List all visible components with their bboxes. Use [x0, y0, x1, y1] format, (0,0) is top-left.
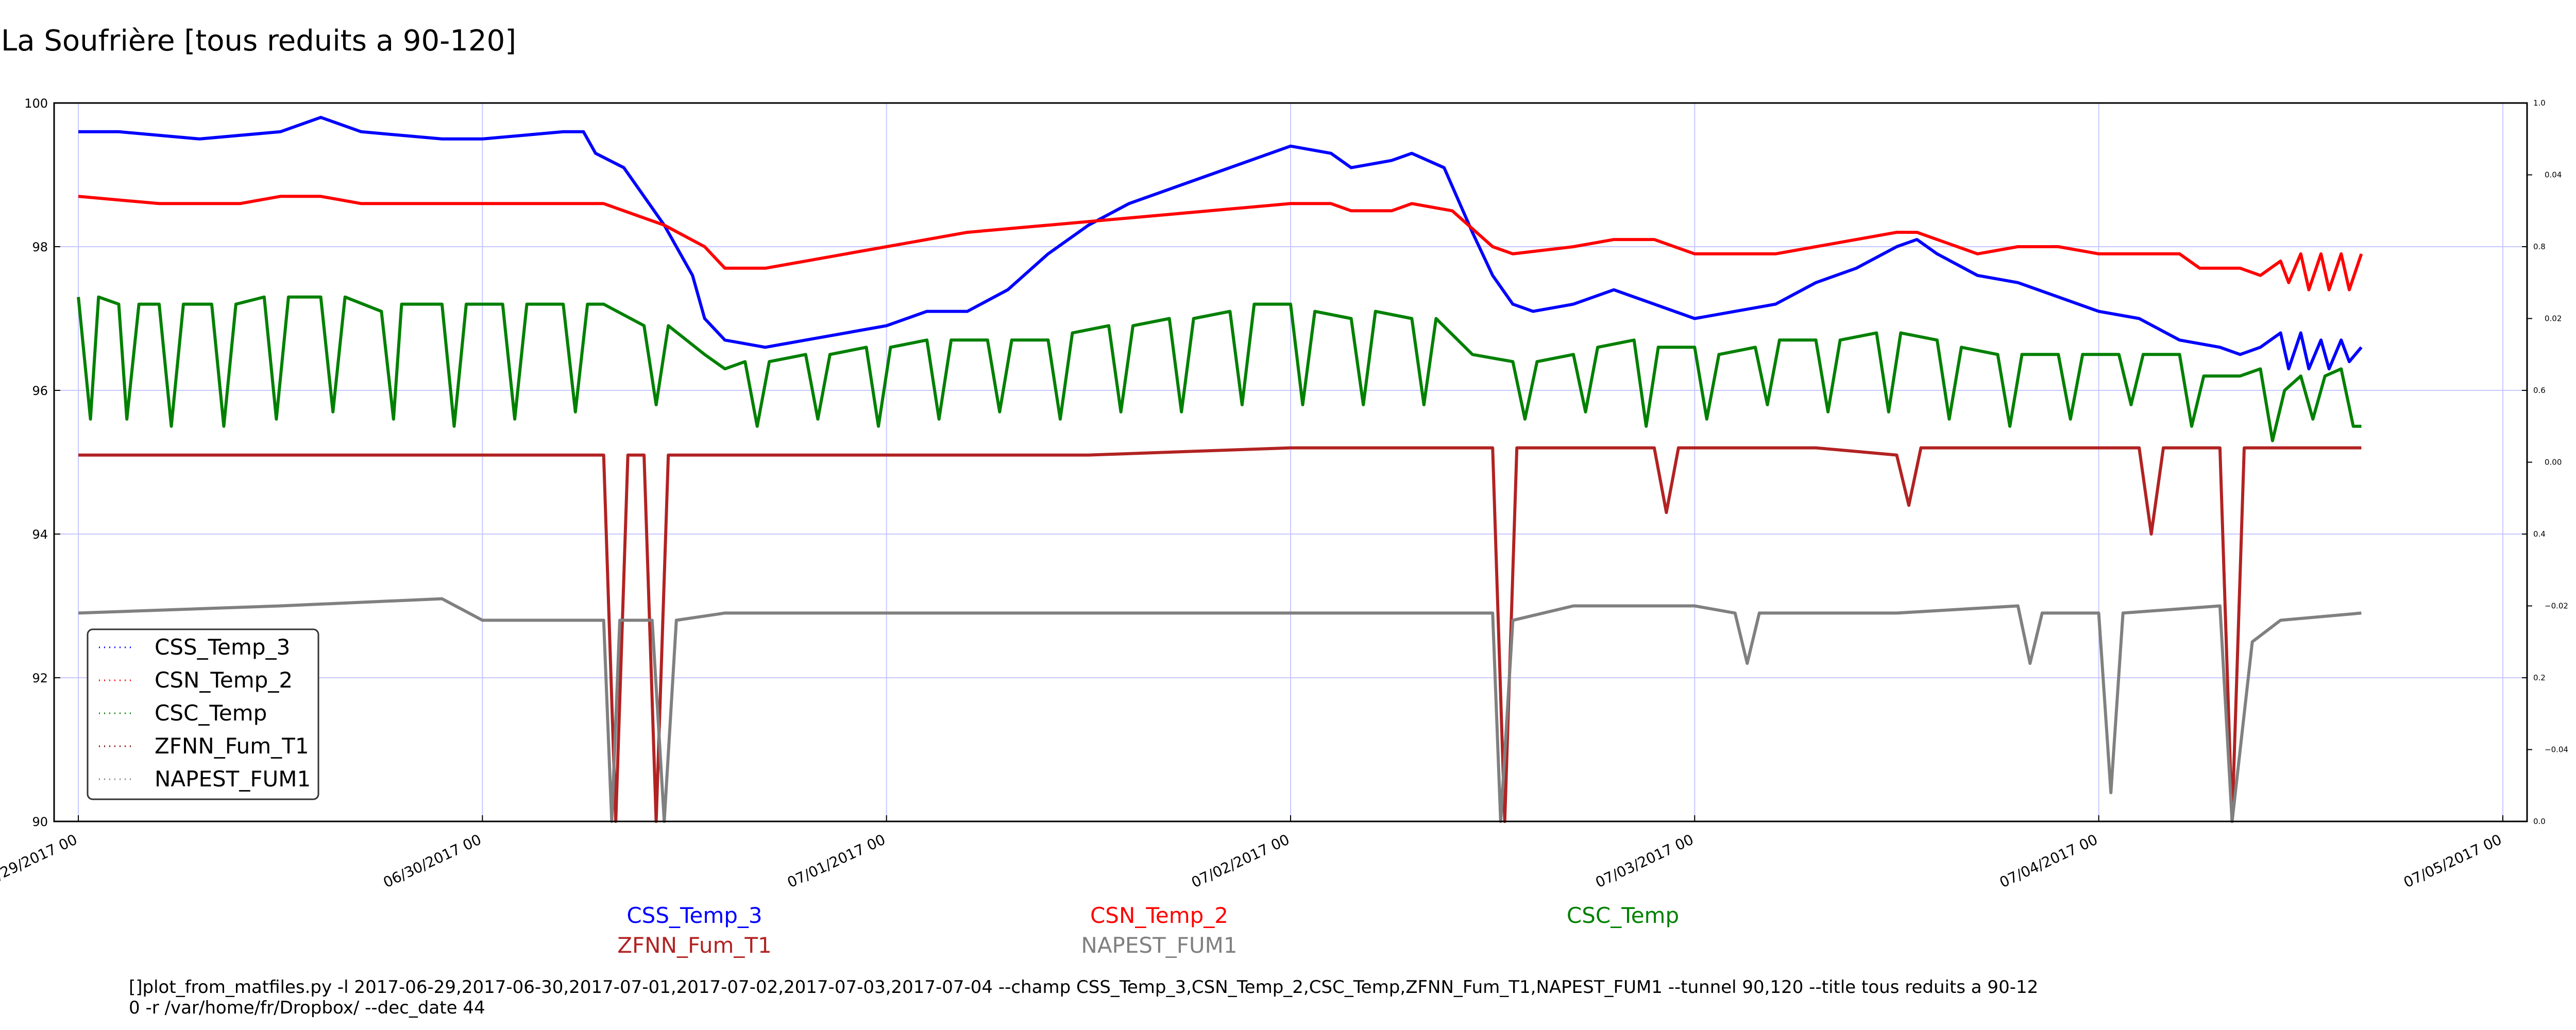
- y-tick-label: 92: [32, 671, 48, 685]
- series-line-napest-fum1: [78, 597, 2362, 823]
- right-tick-label: 1.0: [2533, 98, 2546, 108]
- label-css-temp-3: CSS_Temp_3: [626, 903, 762, 928]
- series-line-csc-temp: [77, 295, 2362, 442]
- right-tick-label: 0.4: [2533, 529, 2546, 539]
- legend-label-zfnn-fum-t1: ZFNN_Fum_T1: [155, 733, 309, 759]
- legend-label-csc-temp: CSC_Temp: [155, 700, 267, 726]
- right-inner-tick-label: 0.04: [2545, 170, 2562, 180]
- label-csn-temp-2: CSN_Temp_2: [1090, 903, 1228, 928]
- chart-title: La Soufrière [tous reduits a 90-120]: [1, 24, 516, 58]
- series-name-labels: CSS_Temp_3 CSN_Temp_2 CSC_Temp ZFNN_Fum_…: [617, 903, 1679, 958]
- right-tick-label: 0.0: [2533, 817, 2546, 826]
- series-line-css-temp-3: [78, 115, 2363, 371]
- legend: CSS_Temp_3 CSN_Temp_2 CSC_Temp ZFNN_Fum_…: [87, 628, 319, 800]
- series-line-zfnn-fum-t1: [78, 446, 2362, 823]
- series-lines: [77, 115, 2363, 823]
- right-inner-tick-label: 0.00: [2545, 458, 2562, 467]
- y-tick-label: 96: [32, 384, 48, 398]
- legend-entry-csn-temp-2: CSN_Temp_2: [99, 667, 293, 693]
- right-inner-tick-label: 0.02: [2545, 314, 2562, 323]
- legend-label-csn-temp-2: CSN_Temp_2: [155, 667, 293, 693]
- legend-label-css-temp-3: CSS_Temp_3: [155, 634, 290, 660]
- right-tick-label: 0.2: [2533, 673, 2546, 682]
- legend-entry-napest-fum1: NAPEST_FUM1: [99, 766, 311, 792]
- right-inner-tick-label: −0.04: [2545, 745, 2568, 754]
- right-tick-label: 0.8: [2533, 242, 2546, 251]
- legend-entry-css-temp-3: CSS_Temp_3: [99, 634, 290, 660]
- command-line-1: []plot_from_matfiles.py -l 2017-06-29,20…: [129, 977, 2038, 998]
- legend-entry-zfnn-fum-t1: ZFNN_Fum_T1: [99, 733, 309, 759]
- y-tick-label: 94: [32, 527, 48, 542]
- legend-entry-csc-temp: CSC_Temp: [99, 700, 267, 726]
- label-csc-temp: CSC_Temp: [1567, 903, 1679, 928]
- command-line-2: 0 -r /var/home/fr/Dropbox/ --dec_date 44: [129, 998, 485, 1018]
- label-zfnn-fum-t1: ZFNN_Fum_T1: [617, 933, 772, 958]
- legend-frame: [87, 628, 319, 800]
- y-tick-label: 98: [32, 240, 48, 254]
- y-tick-label: 90: [32, 815, 48, 829]
- y-tick-label: 100: [24, 96, 48, 111]
- legend-label-napest-fum1: NAPEST_FUM1: [155, 766, 311, 792]
- right-tick-label: 0.6: [2533, 386, 2546, 395]
- series-line-csn-temp-2: [78, 195, 2363, 291]
- label-napest-fum1: NAPEST_FUM1: [1081, 933, 1237, 958]
- right-inner-tick-label: −0.02: [2545, 602, 2568, 611]
